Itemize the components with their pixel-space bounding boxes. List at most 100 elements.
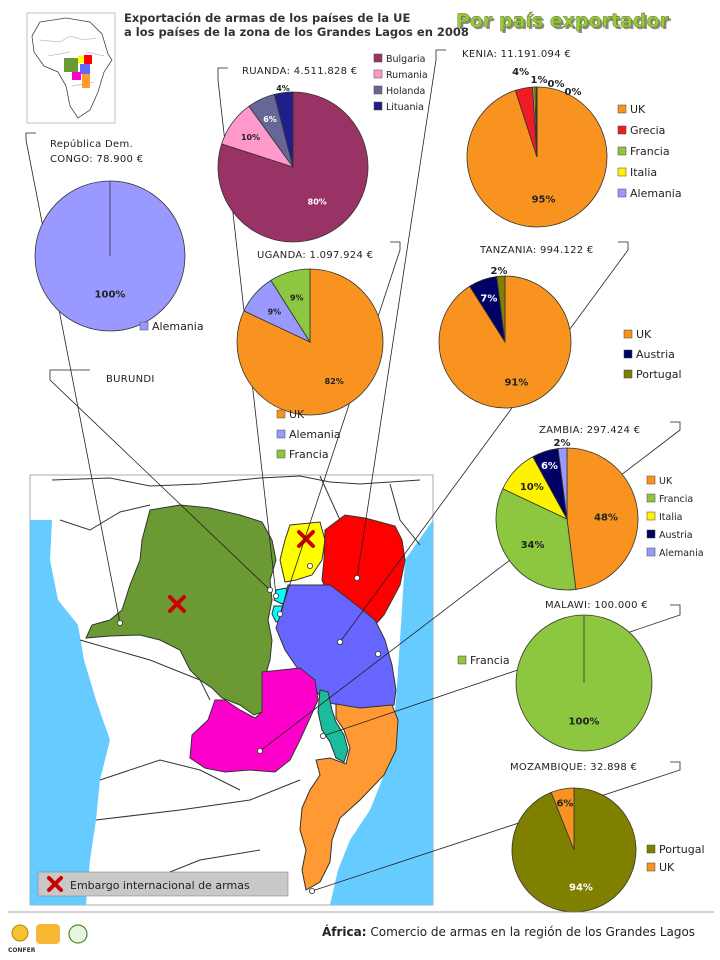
legend-label: Alemania	[152, 320, 204, 333]
legend-swatch-italia	[646, 511, 656, 521]
slice-label: 100%	[569, 716, 600, 727]
pie-slice-alemania	[557, 447, 568, 520]
chart-tanzania: TANZANIA: 994.122 € 91% 7% 2% UK Austria Portu…	[438, 245, 682, 409]
legend-swatch-holanda	[373, 85, 383, 95]
slice-label: 100%	[95, 290, 126, 301]
leader-lines	[25, 49, 681, 892]
country-mozambique	[299, 703, 399, 891]
legend-label: Italia	[659, 512, 682, 523]
pie-slice-uk	[550, 787, 575, 851]
legend-swatch-portugal	[646, 844, 656, 854]
map-legend-label: Embargo internacional de armas	[70, 879, 250, 892]
slice-label: 91%	[504, 377, 528, 388]
pie-charts: República Dem. CONGO: 78.900 € 100% Alemani…	[34, 49, 705, 913]
slice-label: 34%	[521, 540, 545, 551]
pie-slice-uk	[566, 447, 639, 590]
ocean-indian	[330, 520, 433, 905]
legend-swatch-italia	[617, 167, 627, 177]
legend-swatch-uk	[623, 329, 633, 339]
badge-shadow: Por país exportador	[458, 12, 672, 34]
pie-slice-alemania	[535, 86, 538, 158]
slice-label: 0%	[548, 79, 565, 90]
legend-swatch-alemania	[646, 547, 656, 557]
legend-swatch-rumania	[373, 69, 383, 79]
chart-mozambique: MOZAMBIQUE: 32.898 € 94% 6% Portugal UK	[510, 762, 705, 913]
slice-label: 10%	[241, 133, 260, 142]
slice-label: 2%	[491, 266, 508, 277]
chart-title-line-2: CONGO: 78.900 €	[50, 154, 143, 165]
embargo-marker-uganda	[297, 530, 315, 548]
legend-swatch-bulgaria	[373, 53, 383, 63]
chart-kenia: KENIA: 11.191.094 €95%4%1% 0%0%UKGreciaFr…	[462, 49, 682, 228]
legend-swatch-austria	[623, 349, 633, 359]
chart-title: MOZAMBIQUE: 32.898 €	[510, 762, 637, 773]
legend-label: Francia	[659, 494, 693, 505]
legend-label: UK	[659, 861, 675, 874]
legend-label: Portugal	[636, 368, 682, 381]
legend-label: Alemania	[659, 548, 704, 559]
legend-swatch-uk	[617, 104, 627, 114]
slice-label: 4%	[276, 84, 290, 93]
confer-logo-label: CONFER	[8, 947, 36, 954]
title-line-2: a los países de la zona de los Grandes L…	[124, 25, 469, 39]
legend-label: Italia	[630, 166, 657, 179]
legend-label: UK	[630, 103, 646, 116]
legend-label: Austria	[636, 348, 675, 361]
legend-label: Bulgaria	[386, 54, 425, 65]
locator-drc	[64, 58, 78, 72]
country-uganda	[279, 521, 326, 583]
chart-rdcongo: República Dem. CONGO: 78.900 € 100% Alemani…	[34, 138, 204, 333]
chart-title: UGANDA: 1.097.924 €	[257, 250, 373, 261]
great-lakes-map: Embargo internacional de armas	[29, 474, 434, 906]
slice-label: 48%	[594, 513, 618, 524]
slice-label: 94%	[569, 883, 593, 894]
map-dots	[117, 563, 381, 895]
legend-swatch-francia	[276, 449, 286, 459]
embargo-marker-drc	[168, 595, 186, 613]
legend-swatch-austria	[646, 529, 656, 539]
chart-uganda: UGANDA: 1.097.924 € 82% 9% 9% UK Alemania Fran…	[236, 250, 384, 461]
legend-label: Francia	[470, 654, 510, 667]
ocean-atlantic	[30, 520, 110, 905]
confer-logo-icon	[11, 924, 29, 942]
legend-label: Alemania	[630, 187, 682, 200]
legend-label: Portugal	[659, 843, 705, 856]
legend-label: Alemania	[289, 428, 341, 441]
legend-label: Rumania	[386, 70, 428, 81]
leaf-logo-icon	[68, 924, 88, 944]
chart-title: RUANDA: 4.511.828 €	[242, 66, 357, 77]
legend-swatch-uk	[646, 862, 656, 872]
partner-logo-icon	[36, 924, 60, 944]
legend-swatch-francia	[457, 655, 467, 665]
slice-label: 7%	[480, 293, 497, 304]
chart-zambia: ZAMBIA: 297.424 € 48% 34% 10% 6% 2% UK Francia I…	[495, 425, 704, 591]
slice-label: 9%	[290, 293, 304, 302]
country-zambia	[189, 667, 319, 773]
pie-slice-portugal	[496, 275, 506, 343]
chart-title: ZAMBIA: 297.424 €	[539, 425, 640, 436]
legend-swatch-alemania	[276, 429, 286, 439]
legend-label: Lituania	[386, 102, 424, 113]
legend-swatch-alemania	[139, 321, 149, 331]
legend-swatch-uk	[646, 475, 656, 485]
slice-label: 6%	[541, 461, 558, 472]
legend-label: UK	[659, 476, 673, 487]
country-malawi	[317, 689, 349, 763]
legend-swatch-lituania	[373, 101, 383, 111]
embargo-icon	[47, 876, 63, 892]
chart-title: MALAWI: 100.000 €	[545, 600, 648, 611]
map-legend-box	[37, 871, 289, 897]
slice-label: 0%	[565, 87, 582, 98]
legend-label: Francia	[289, 448, 329, 461]
chart-ruanda: RUANDA: 4.511.828 € 80% 10%6% 4% Bulgaria Rum…	[217, 53, 428, 243]
legend-swatch-portugal	[623, 369, 633, 379]
legend-label: UK	[289, 408, 305, 421]
legend-label: UK	[636, 328, 652, 341]
slice-label: 1%	[531, 75, 548, 86]
pie-slice-lituania	[273, 91, 294, 168]
badge-title: Por país exportador	[456, 10, 670, 32]
footer-logos: CONFER	[8, 924, 88, 954]
legend-label: Holanda	[386, 86, 425, 97]
slice-label: 9%	[268, 308, 282, 317]
